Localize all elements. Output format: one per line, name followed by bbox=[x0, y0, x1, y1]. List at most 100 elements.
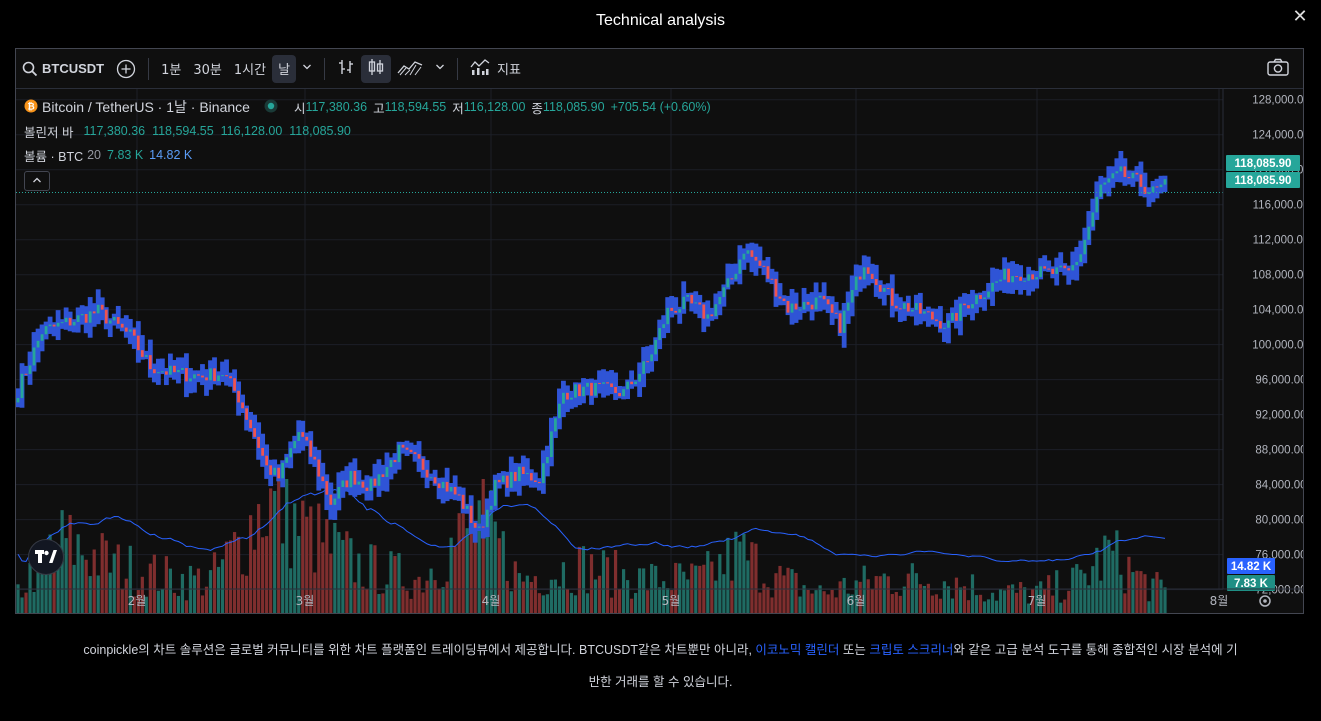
volume-bar bbox=[52, 542, 56, 613]
symbol-name: BTCUSDT bbox=[42, 61, 105, 76]
volume-bar bbox=[946, 586, 951, 613]
bollinger-bar bbox=[978, 292, 983, 308]
candle bbox=[365, 487, 369, 491]
bollinger-bar bbox=[159, 358, 165, 375]
volume-bar bbox=[646, 590, 650, 613]
candle bbox=[562, 392, 565, 404]
volume-bar bbox=[160, 589, 164, 613]
candle bbox=[734, 273, 738, 280]
bollinger-bar bbox=[705, 300, 711, 327]
bollinger-bar bbox=[833, 301, 839, 319]
bollinger-bar bbox=[392, 453, 398, 474]
candle bbox=[369, 478, 373, 491]
interval-1d[interactable]: 날 bbox=[272, 54, 297, 83]
bollinger-bar bbox=[1034, 270, 1040, 289]
volume-bar bbox=[998, 589, 1003, 613]
bollinger-bar bbox=[757, 246, 763, 269]
volume-bar bbox=[1127, 556, 1131, 613]
compare-button[interactable] bbox=[110, 55, 142, 83]
candle bbox=[469, 505, 473, 523]
tradingview-logo[interactable] bbox=[28, 539, 64, 575]
candle bbox=[389, 459, 393, 468]
bollinger-bar bbox=[942, 322, 947, 343]
volume-bar bbox=[1071, 567, 1075, 613]
bollinger-bar bbox=[344, 466, 350, 492]
volume-bar bbox=[898, 595, 902, 613]
ohlc-low-key: 저 bbox=[452, 101, 464, 116]
candle bbox=[638, 373, 642, 382]
candle bbox=[253, 428, 257, 437]
interval-1h[interactable]: 1시간 bbox=[233, 63, 267, 78]
volume-badge-label: 14.82 K bbox=[1231, 561, 1272, 573]
volume-bar bbox=[982, 601, 987, 613]
volume-bar bbox=[894, 591, 898, 613]
ohlc-high-value: 118,594.55 bbox=[384, 100, 447, 114]
close-icon[interactable]: ✕ bbox=[1292, 6, 1308, 27]
volume-bar bbox=[1011, 584, 1015, 613]
candle bbox=[614, 386, 617, 393]
volume-bar bbox=[838, 581, 842, 613]
candle bbox=[850, 289, 854, 303]
bars-style-button[interactable] bbox=[331, 55, 361, 83]
candle bbox=[939, 321, 942, 329]
legend-collapse-button[interactable] bbox=[24, 171, 50, 191]
bollinger-bar bbox=[913, 294, 919, 326]
volume-bar bbox=[1019, 582, 1023, 613]
interval-30m[interactable]: 30분 bbox=[193, 63, 222, 78]
plus-circle-icon bbox=[116, 59, 136, 79]
volume-bar bbox=[525, 575, 529, 613]
candle bbox=[96, 304, 100, 314]
candle bbox=[730, 278, 734, 280]
candle bbox=[189, 378, 192, 382]
bollinger-bar bbox=[733, 263, 739, 282]
candle bbox=[201, 375, 204, 378]
volume-bar bbox=[670, 590, 674, 613]
bollinger-bar bbox=[697, 294, 703, 319]
indicators-button[interactable]: 지표 bbox=[464, 55, 527, 83]
price-chart[interactable]: 128,000.00124,000.00120,000.00116,000.00… bbox=[16, 49, 1303, 613]
volume-ma-value: 14.82 K bbox=[149, 148, 193, 162]
symbol-search-button[interactable]: BTCUSDT bbox=[16, 55, 110, 83]
svg-text:₿: ₿ bbox=[27, 101, 34, 112]
volume-bar bbox=[774, 573, 778, 613]
volume-bar bbox=[922, 585, 926, 613]
volume-bar bbox=[369, 544, 373, 613]
chart-type-dropdown[interactable] bbox=[429, 55, 451, 83]
candle bbox=[722, 287, 726, 297]
candle bbox=[112, 317, 116, 321]
bollinger-bar bbox=[725, 263, 731, 290]
time-tick-label: 2월 bbox=[128, 594, 147, 608]
volume-bar bbox=[1155, 572, 1159, 613]
bollinger-bar bbox=[749, 242, 755, 273]
area-style-button[interactable] bbox=[391, 55, 429, 83]
crypto-screener-link[interactable]: 크립토 스크리너 bbox=[869, 643, 954, 657]
bollinger-bar bbox=[488, 490, 494, 513]
bollinger-legend[interactable]: 볼린저 바 117,380.36 118,594.55 116,128.00 1… bbox=[24, 119, 711, 143]
last-price-badge bbox=[1226, 155, 1300, 171]
candle bbox=[1039, 266, 1043, 278]
last-price-label: 118,085.90 bbox=[1235, 158, 1292, 170]
volume-bar bbox=[337, 532, 341, 613]
candle bbox=[654, 339, 658, 355]
candle bbox=[1063, 265, 1067, 269]
volume-bar bbox=[609, 597, 614, 613]
volume-bar bbox=[1079, 569, 1083, 613]
volume-bar bbox=[457, 513, 461, 613]
interval-dropdown[interactable] bbox=[296, 55, 318, 83]
candle bbox=[1107, 178, 1111, 183]
volume-bar bbox=[762, 583, 766, 613]
bollinger-bar bbox=[609, 370, 614, 395]
gear-icon[interactable] bbox=[1259, 595, 1271, 607]
candles-style-button[interactable] bbox=[361, 54, 392, 83]
volume-bar bbox=[305, 516, 309, 613]
candle bbox=[148, 355, 152, 370]
volume-bar bbox=[577, 546, 582, 613]
volume-legend[interactable]: 볼륨 · BTC 20 7.83 K 14.82 K bbox=[24, 143, 711, 167]
candle bbox=[289, 448, 293, 458]
economic-calendar-link[interactable]: 이코노믹 캘린더 bbox=[755, 643, 840, 657]
bollinger-bar bbox=[813, 282, 819, 312]
candle bbox=[116, 317, 120, 324]
snapshot-button[interactable] bbox=[1261, 55, 1295, 83]
interval-1m[interactable]: 1분 bbox=[161, 63, 182, 78]
candle bbox=[1091, 212, 1095, 227]
